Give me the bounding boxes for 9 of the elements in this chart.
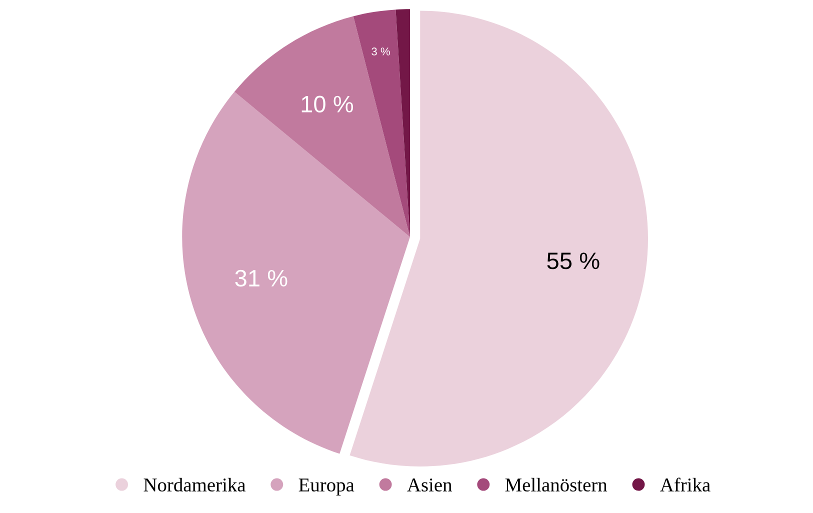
data-label: 55 % xyxy=(547,252,600,270)
legend-label: Afrika xyxy=(660,478,710,492)
legend-label: Asien xyxy=(407,478,452,492)
legend-label: Europa xyxy=(298,478,354,496)
data-label: 10 % xyxy=(302,96,354,112)
legend-label: Nordamerika xyxy=(144,478,246,492)
data-label: 31 % xyxy=(235,270,288,287)
legend-label: Mellanöstern xyxy=(505,478,608,492)
data-label: 3 % xyxy=(372,48,390,56)
